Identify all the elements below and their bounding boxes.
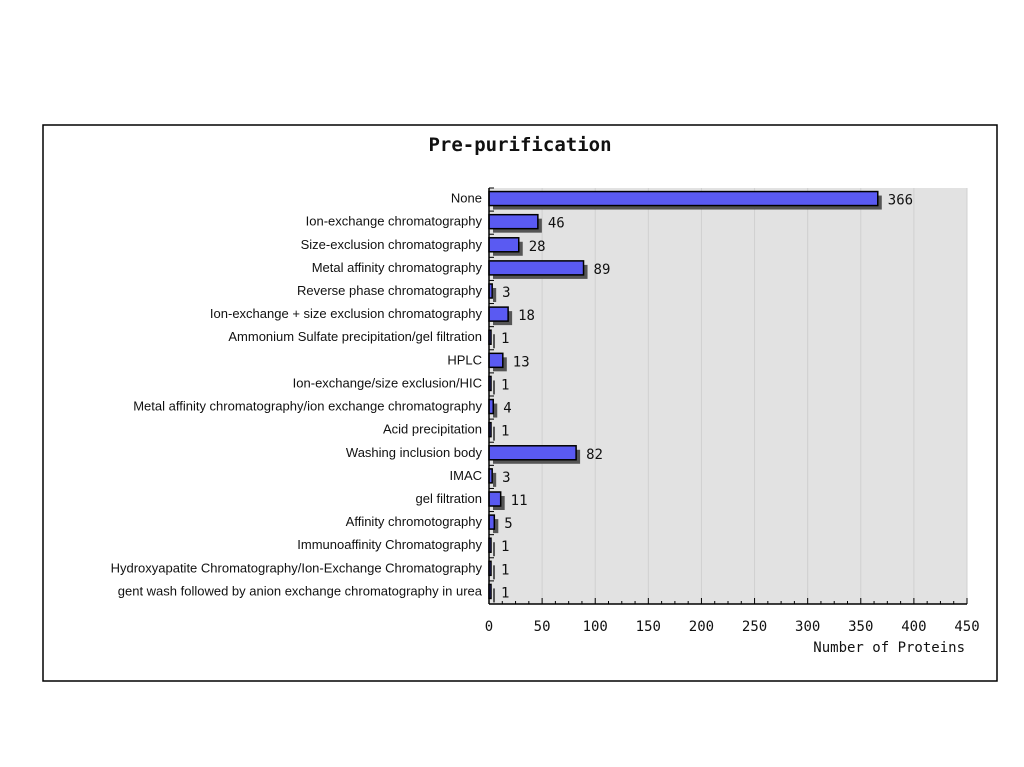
category-label: None (451, 191, 482, 206)
data-label: 1 (501, 539, 509, 555)
category-label: Metal affinity chromatography/ion exchan… (133, 399, 482, 414)
bar (488, 491, 502, 507)
category-label: Ammonium Sulfate precipitation/gel filtr… (228, 329, 482, 344)
x-tick-label: 400 (901, 619, 926, 635)
category-label: Washing inclusion body (346, 445, 483, 460)
plot-area (489, 188, 967, 604)
data-label: 1 (501, 331, 509, 347)
data-label: 89 (594, 262, 611, 278)
data-label: 3 (502, 285, 510, 301)
category-label: Acid precipitation (383, 422, 482, 437)
category-label: Metal affinity chromatography (312, 260, 483, 275)
data-label: 82 (586, 447, 603, 463)
x-tick-label: 100 (583, 619, 608, 635)
bar-shadow (493, 588, 495, 603)
x-tick-label: 250 (742, 619, 767, 635)
chart-title: Pre-purification (428, 134, 611, 156)
x-tick-label: 300 (795, 619, 820, 635)
data-label: 18 (518, 308, 535, 324)
bar-shadow (493, 519, 499, 534)
category-label: gent wash followed by anion exchange chr… (118, 583, 483, 598)
category-label: Hydroxyapatite Chromatography/Ion-Exchan… (111, 560, 483, 575)
category-label: IMAC (450, 468, 483, 483)
bar (488, 260, 585, 276)
data-label: 11 (511, 493, 528, 509)
data-label: 4 (503, 401, 511, 417)
data-label: 46 (548, 216, 565, 232)
data-label: 1 (501, 562, 509, 578)
bar (488, 190, 879, 207)
category-label: Reverse phase chromatography (297, 283, 482, 298)
category-label: Ion-exchange chromatography (306, 214, 483, 229)
data-label: 3 (502, 470, 510, 486)
data-label: 366 (888, 193, 913, 209)
data-label: 1 (501, 424, 509, 440)
bar-shadow (493, 565, 495, 580)
bar-shadow (493, 472, 497, 487)
x-tick-label: 50 (534, 619, 551, 635)
category-label: Ion-exchange + size exclusion chromatogr… (210, 306, 483, 321)
bar-shadow (493, 403, 498, 418)
bar-shadow (493, 334, 495, 349)
category-label: HPLC (447, 352, 482, 367)
bar-shadow (493, 542, 495, 557)
bar (488, 213, 539, 230)
x-tick-label: 0 (485, 619, 493, 635)
data-label: 1 (501, 585, 509, 601)
data-label: 1 (501, 377, 509, 393)
category-label: Ion-exchange/size exclusion/HIC (293, 375, 482, 390)
data-label: 28 (529, 239, 546, 255)
bar (488, 352, 504, 369)
bar (488, 237, 520, 253)
x-axis-label: Number of Proteins (813, 640, 965, 656)
bar-shadow (493, 426, 495, 441)
bar (488, 306, 509, 322)
bar-shadow (493, 380, 495, 395)
category-label: gel filtration (416, 491, 482, 506)
bar (488, 445, 577, 461)
bar-shadow (493, 288, 497, 302)
x-tick-label: 450 (954, 619, 979, 635)
bar (488, 514, 496, 530)
category-label: Immunoaffinity Chromatography (297, 537, 482, 552)
data-label: 5 (504, 516, 512, 532)
x-tick-label: 200 (689, 619, 714, 635)
data-label: 13 (513, 354, 530, 370)
category-label: Affinity chromotography (346, 514, 483, 529)
x-tick-label: 150 (636, 619, 661, 635)
category-label: Size-exclusion chromatography (301, 237, 483, 252)
x-tick-label: 350 (848, 619, 873, 635)
